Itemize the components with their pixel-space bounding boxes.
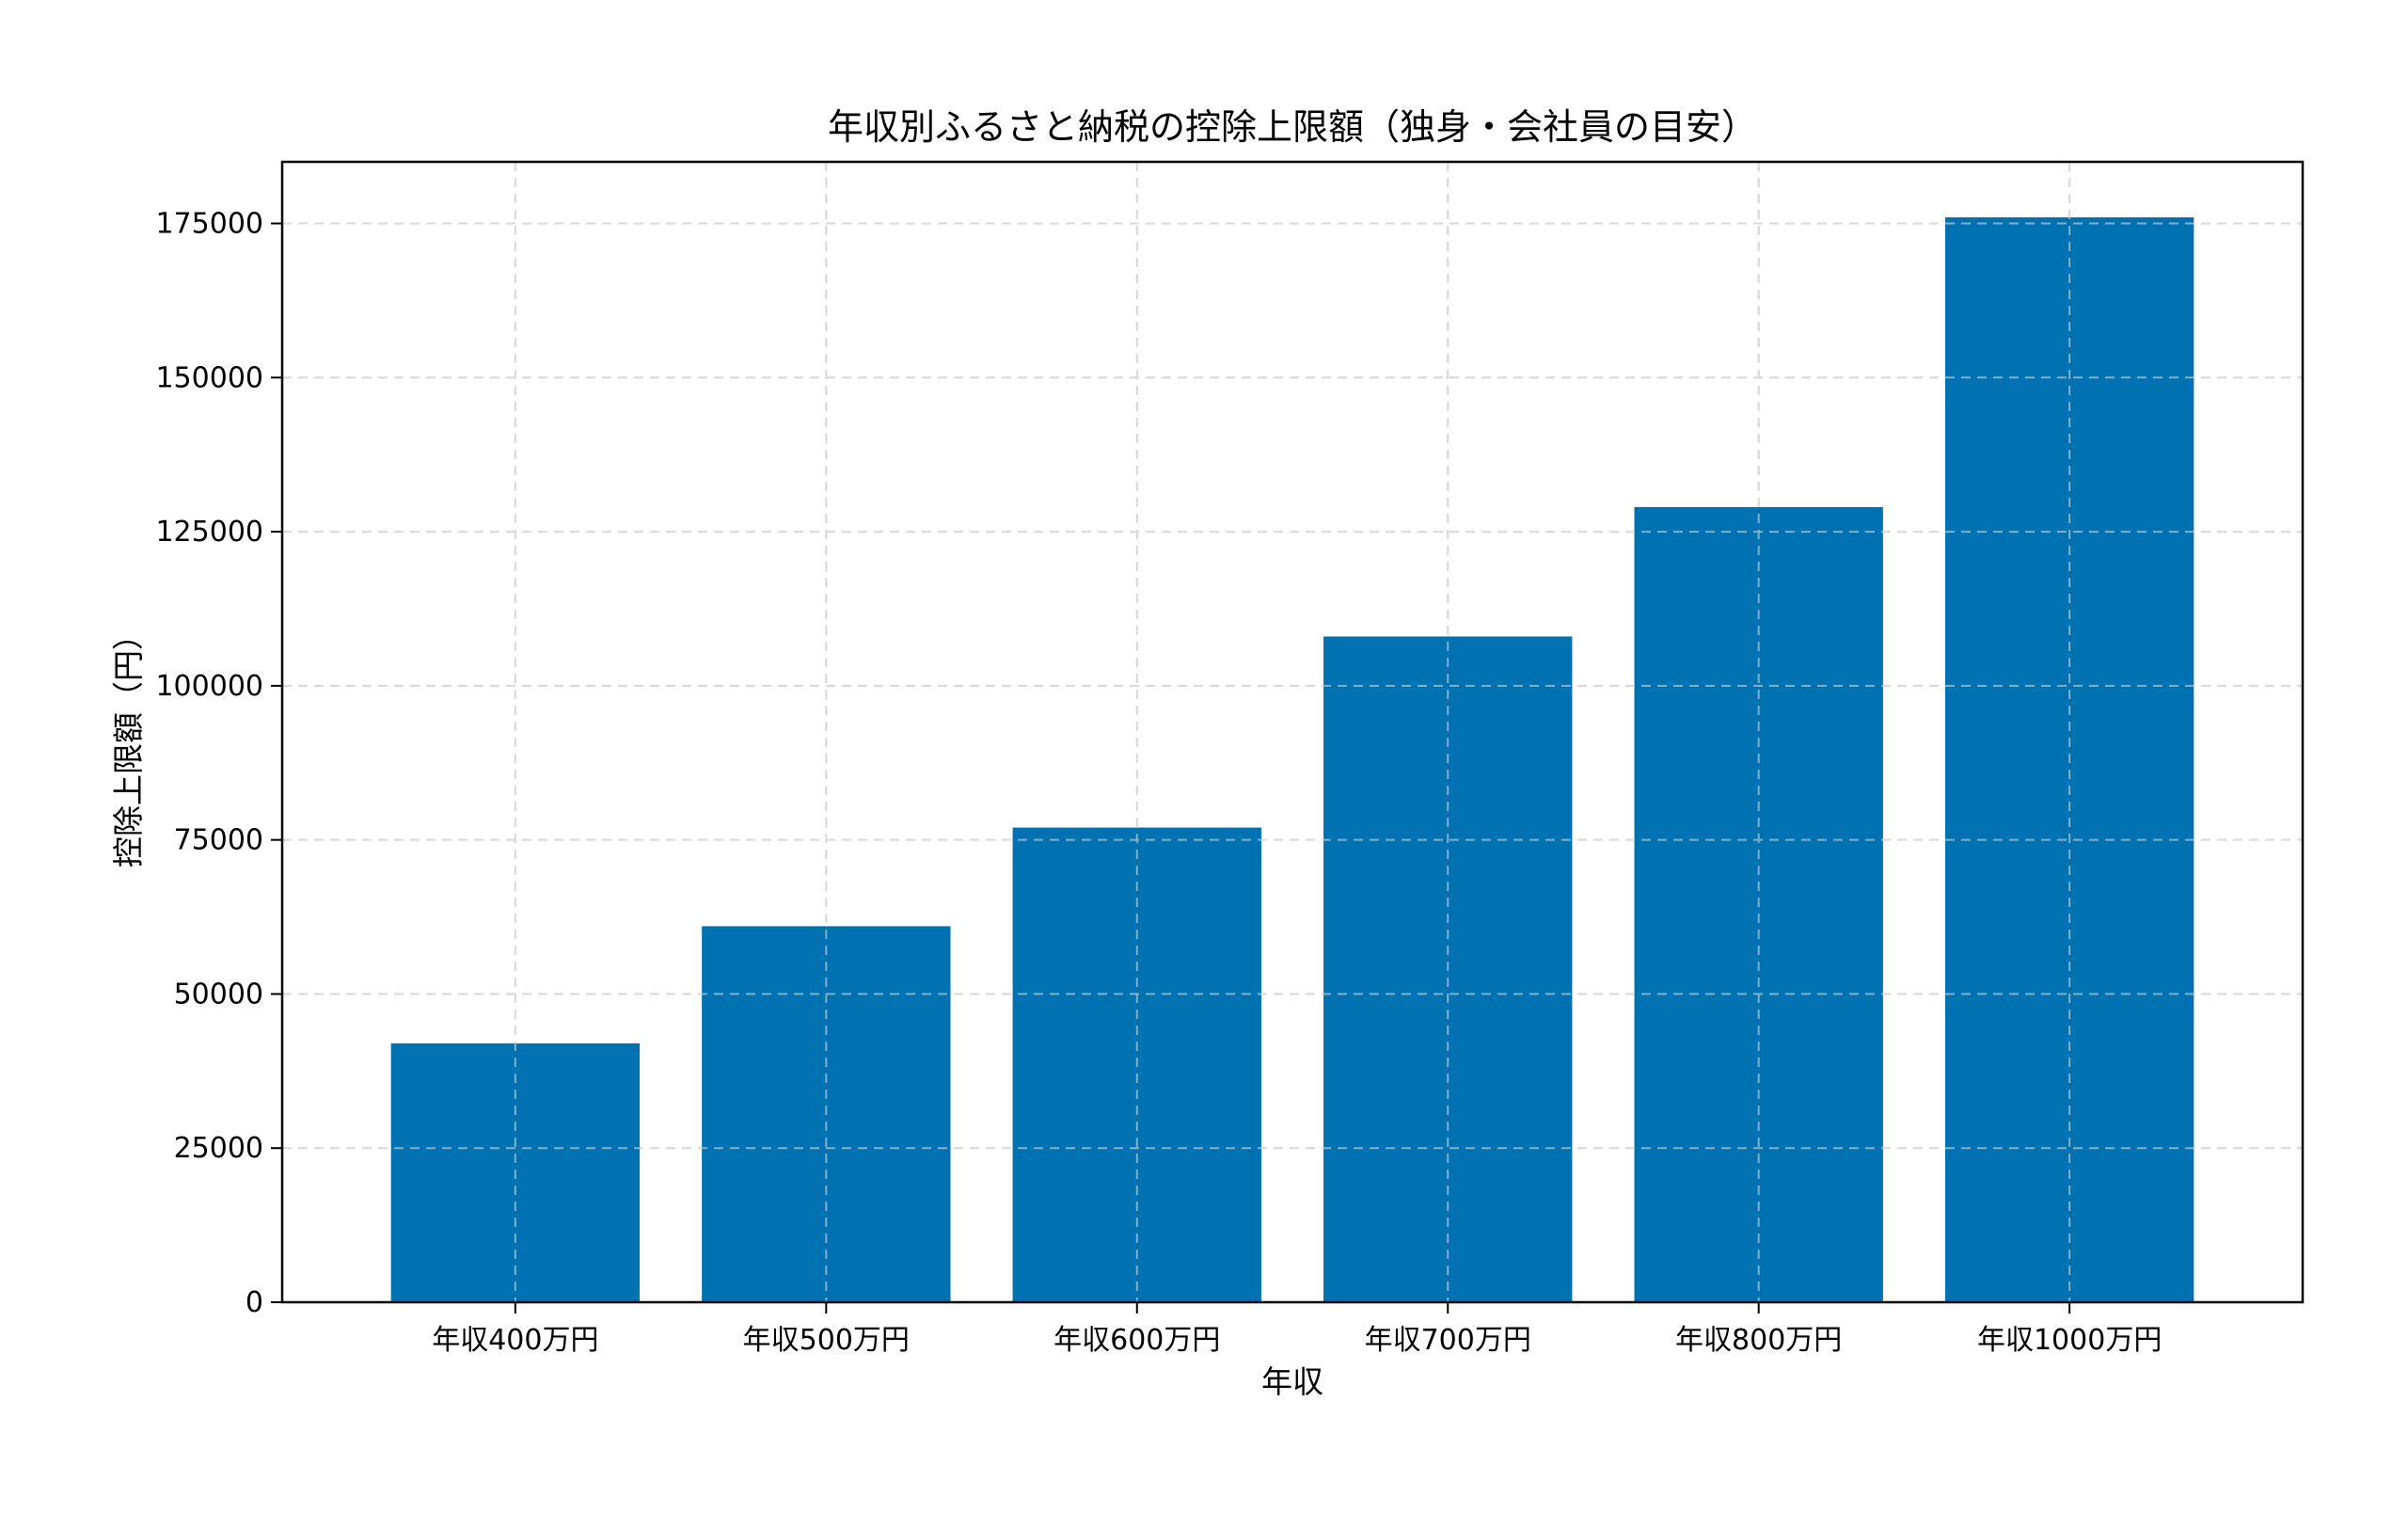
x-tick-label: 年収400万円 [432, 1324, 598, 1357]
axes [280, 160, 2305, 1304]
x-tick-label: 年収1000万円 [1977, 1324, 2162, 1357]
y-tick-label: 100000 [155, 670, 263, 703]
y-tick-label: 75000 [174, 824, 263, 857]
y-tick-label: 125000 [155, 516, 263, 549]
y-tick-label: 150000 [155, 361, 263, 394]
bars [390, 216, 2194, 1302]
x-tick-label: 年収700万円 [1365, 1324, 1531, 1357]
ticks: 0 25000 50000 75000 100000 125000 150000 175000… [155, 208, 2162, 1357]
chart-title: 年収別ふるさと納税の控除上限額（独身・会社員の目安） [828, 106, 1757, 148]
y-tick-label: 50000 [174, 978, 263, 1011]
y-tick-label: 25000 [174, 1132, 263, 1165]
x-tick-label: 年収800万円 [1675, 1324, 1842, 1357]
y-tick-label: 175000 [155, 208, 263, 241]
y-tick-label: 0 [246, 1286, 263, 1319]
y-axis-label: 控除上限額（円） [110, 619, 147, 868]
x-tick-label: 年収600万円 [1054, 1324, 1220, 1357]
plot-frame [280, 160, 2305, 1304]
x-tick-label: 年収500万円 [743, 1324, 910, 1357]
x-axis-label: 年収 [1261, 1363, 1323, 1400]
